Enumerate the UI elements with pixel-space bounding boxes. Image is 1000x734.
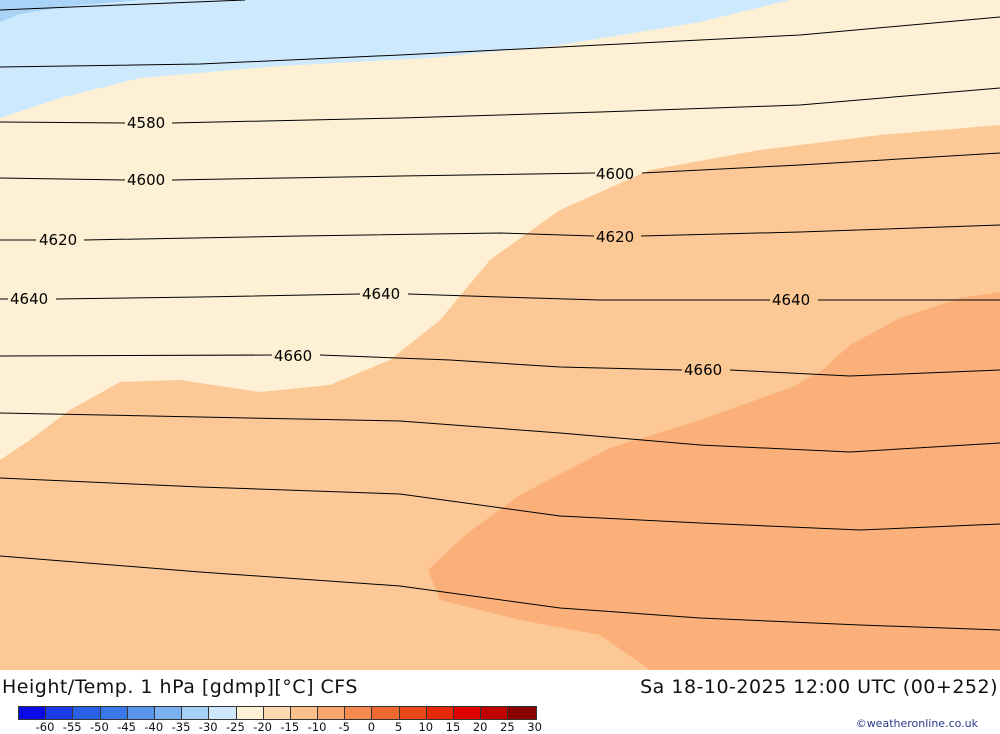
contour-line-4580 <box>0 87 1000 124</box>
colorbar-tick-label: -10 <box>307 720 327 734</box>
weather-map: 4580 4600 4600 4620 4620 4640 4640 4640 … <box>0 0 1000 670</box>
colorbar-tick-label: -35 <box>171 720 191 734</box>
colorbar-swatch <box>46 707 74 719</box>
contour-label-4640: 4640 <box>772 291 810 309</box>
credit-link[interactable]: ©weatheronline.co.uk <box>855 717 978 730</box>
contour-line <box>0 0 246 11</box>
contour-label-4620: 4620 <box>596 228 634 246</box>
colorbar-swatch <box>263 707 291 719</box>
colorbar-swatch <box>154 707 183 719</box>
colorbar-swatch <box>345 707 373 719</box>
colorbar-tick-label: 15 <box>445 720 461 734</box>
temperature-colorbar <box>18 706 537 720</box>
colorbar-swatch <box>19 707 47 719</box>
colorbar-swatch <box>209 707 237 719</box>
temperature-field-cream <box>0 0 1000 460</box>
colorbar-swatch <box>236 707 264 719</box>
contour-line <box>0 555 1000 631</box>
contour-line <box>0 412 1000 453</box>
colorbar-tick-label: 10 <box>418 720 434 734</box>
colorbar-swatch <box>182 707 210 719</box>
contour-label-4620: 4620 <box>39 231 77 249</box>
colorbar-tick-label: -15 <box>280 720 300 734</box>
colorbar-swatch <box>426 707 454 719</box>
colorbar-swatch <box>372 707 400 719</box>
colorbar-swatch <box>399 707 427 719</box>
colorbar-swatch <box>481 707 509 719</box>
contour-line <box>0 477 1000 531</box>
colorbar-tick-label: 0 <box>367 720 376 734</box>
contour-line <box>0 16 1000 68</box>
colorbar-swatch <box>100 707 128 719</box>
contour-label-4640: 4640 <box>10 290 48 308</box>
temperature-field-light-blue <box>0 0 790 118</box>
colorbar-tick-label: 20 <box>472 720 488 734</box>
colorbar-ticks: -60 -55 -50 -45 -40 -35 -30 -25 -20 -15 -10 -5 0 5 10 1… <box>0 720 600 734</box>
colorbar-tick-label: -60 <box>35 720 55 734</box>
colorbar-tick-label: 30 <box>527 720 542 734</box>
colorbar-tick-label: 25 <box>500 720 515 734</box>
colorbar-tick-label: -40 <box>144 720 164 734</box>
contour-line-4600 <box>0 152 1000 181</box>
colorbar-swatch <box>290 707 319 719</box>
colorbar-tick-label: -55 <box>62 720 82 734</box>
colorbar-tick-label: -20 <box>253 720 272 734</box>
colorbar-tick-label: -5 <box>338 720 350 734</box>
map-footer <box>0 670 1000 733</box>
colorbar-tick-label: -45 <box>117 720 136 734</box>
colorbar-swatch <box>127 707 155 719</box>
colorbar-swatch <box>73 707 101 719</box>
contour-label-4580: 4580 <box>127 114 165 132</box>
map-title: Height/Temp. 1 hPa [gdmp][°C] CFS <box>2 676 358 698</box>
colorbar-tick-label: -30 <box>198 720 218 734</box>
map-datetime: Sa 18-10-2025 12:00 UTC (00+252) <box>640 676 998 698</box>
temperature-field-orange <box>428 292 1000 670</box>
temperature-field-sky-blue <box>0 0 140 22</box>
contour-line-4660 <box>0 354 1000 377</box>
contour-line-4640 <box>0 293 1000 301</box>
colorbar-swatch <box>454 707 482 719</box>
colorbar-tick-label: -50 <box>89 720 109 734</box>
contour-label-4660: 4660 <box>684 361 722 379</box>
contour-label-4600: 4600 <box>127 171 165 189</box>
colorbar-swatch <box>508 707 536 719</box>
contour-label-4660: 4660 <box>274 347 312 365</box>
contour-line-4620 <box>0 224 1000 241</box>
colorbar-tick-label: 5 <box>394 720 403 734</box>
contour-label-4640: 4640 <box>362 285 400 303</box>
colorbar-swatch <box>318 707 346 719</box>
colorbar-tick-label: -25 <box>225 720 245 734</box>
contour-label-4600: 4600 <box>596 165 634 183</box>
